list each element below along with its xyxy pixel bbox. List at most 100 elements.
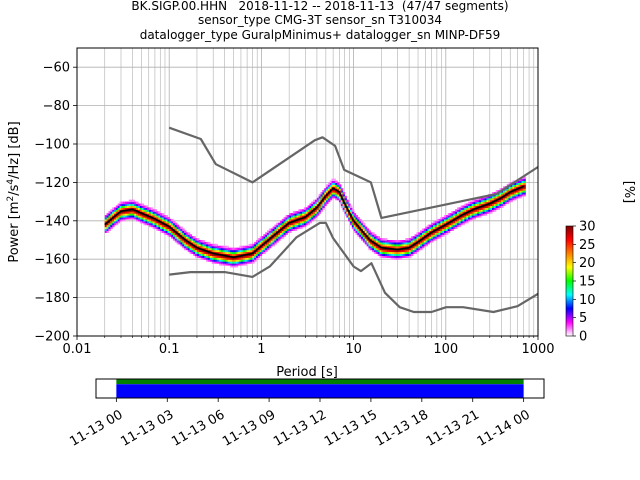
density-cell — [416, 241, 419, 245]
density-cell — [451, 213, 454, 216]
density-cell — [523, 192, 526, 195]
density-cell — [276, 226, 279, 230]
density-cell — [357, 228, 360, 231]
density-cell — [311, 211, 314, 214]
density-cell — [405, 238, 408, 241]
density-cell — [130, 213, 134, 216]
density-cell — [311, 207, 314, 210]
density-cell — [348, 205, 351, 208]
density-cell — [115, 218, 119, 222]
density-cell — [126, 203, 130, 207]
density-cell — [414, 236, 417, 239]
density-cell — [219, 259, 222, 262]
density-cell — [409, 251, 412, 255]
density-cell — [219, 263, 222, 266]
density-cell — [215, 255, 218, 258]
density-cell — [370, 236, 373, 239]
density-cell — [344, 213, 347, 216]
density-cell — [300, 209, 303, 212]
density-cell — [150, 209, 154, 212]
density-cell — [174, 224, 178, 228]
density-cell — [427, 241, 430, 245]
density-cell — [383, 240, 386, 243]
density-cell — [241, 251, 244, 255]
density-cell — [340, 205, 344, 208]
density-cell — [219, 249, 222, 253]
density-cell — [386, 245, 390, 249]
density-cell — [320, 193, 323, 197]
density-cell — [252, 249, 255, 253]
density-cell — [329, 184, 333, 187]
density-cell — [224, 261, 228, 264]
density-cell — [355, 218, 358, 222]
density-cell — [178, 230, 181, 233]
density-cell — [298, 209, 301, 212]
density-cell — [270, 232, 274, 235]
density-cell — [220, 245, 224, 249]
density-cell — [405, 243, 408, 247]
density-cell — [189, 240, 193, 243]
density-cell — [423, 230, 427, 233]
density-cell — [292, 222, 296, 226]
density-cell — [331, 180, 335, 183]
density-cell — [303, 224, 307, 228]
density-cell — [296, 224, 299, 228]
density-cell — [172, 236, 176, 239]
density-cell — [184, 245, 187, 249]
density-cell — [510, 186, 513, 189]
density-cell — [167, 226, 170, 230]
density-cell — [281, 220, 285, 224]
density-cell — [252, 247, 255, 251]
density-cell — [220, 257, 224, 260]
density-cell — [468, 218, 471, 222]
density-cell — [300, 222, 303, 226]
density-cell — [324, 197, 327, 201]
density-cell — [468, 201, 471, 205]
density-cell — [326, 197, 329, 201]
density-cell — [455, 220, 458, 224]
density-cell — [517, 180, 521, 183]
density-cell — [298, 218, 301, 222]
density-cell — [449, 222, 453, 226]
density-cell — [488, 209, 491, 212]
density-cell — [243, 259, 246, 262]
density-cell — [438, 224, 441, 228]
density-cell — [125, 205, 128, 208]
density-cell — [362, 226, 366, 230]
density-cell — [348, 213, 351, 216]
density-cell — [250, 261, 253, 264]
density-cell — [171, 218, 174, 222]
density-cell — [342, 195, 346, 199]
density-cell — [523, 182, 526, 185]
density-cell — [125, 203, 128, 207]
density-cell — [187, 247, 191, 251]
density-cell — [362, 240, 366, 243]
density-cell — [460, 216, 464, 220]
density-cell — [409, 249, 412, 253]
density-cell — [130, 203, 134, 207]
density-cell — [366, 243, 370, 247]
density-cell — [195, 241, 198, 245]
density-cell — [257, 238, 261, 241]
density-cell — [340, 188, 344, 191]
density-cell — [373, 247, 377, 251]
density-cell — [270, 238, 274, 241]
density-cell — [285, 216, 288, 220]
density-cell — [392, 257, 395, 260]
density-cell — [475, 205, 478, 208]
density-cell — [504, 188, 508, 191]
density-cell — [372, 234, 375, 237]
density-cell — [440, 216, 443, 220]
density-cell — [445, 220, 449, 224]
x-tick-label: 1000 — [521, 342, 554, 357]
density-cell — [281, 218, 285, 222]
density-cell — [364, 232, 368, 235]
density-cell — [460, 209, 464, 212]
density-cell — [429, 240, 432, 243]
density-cell — [326, 199, 329, 203]
density-cell — [335, 197, 338, 201]
density-cell — [477, 209, 480, 212]
density-cell — [305, 207, 309, 210]
density-cell — [335, 190, 338, 193]
density-cell — [491, 203, 495, 207]
